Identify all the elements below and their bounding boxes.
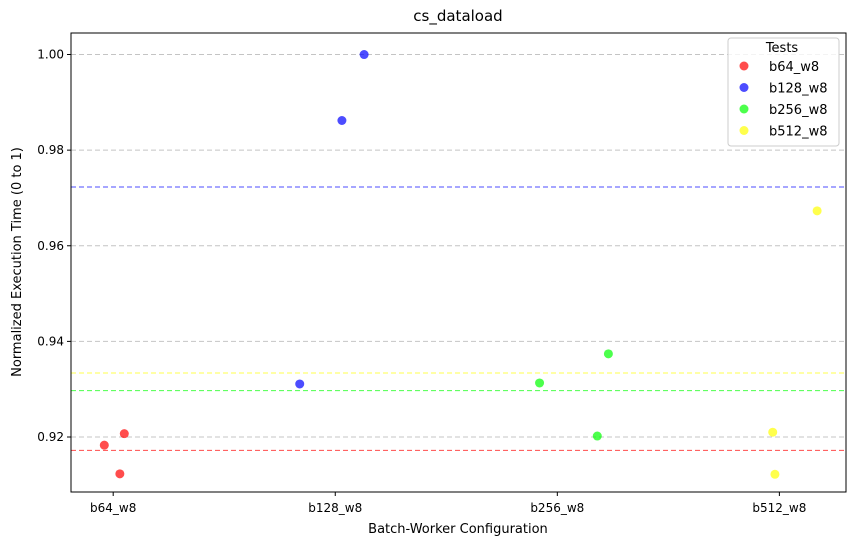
legend-marker-b128_w8 [739,83,749,92]
data-point-b256_w8 [535,378,545,388]
legend-label-b64_w8: b64_w8 [769,60,819,75]
data-point-b512_w8 [768,427,778,437]
legend-label-b256_w8: b256_w8 [769,103,827,118]
data-point-b64_w8 [119,429,129,439]
y-gridlines [71,54,846,438]
x-axis-label: Batch-Worker Configuration [368,522,548,537]
series-mean-lines [71,186,846,451]
data-point-b512_w8 [812,206,822,216]
legend-label-b512_w8: b512_w8 [769,125,827,140]
x-tick-label: b64_w8 [90,501,136,515]
y-tick-label: 0.94 [37,334,64,348]
legend-title: Tests [765,41,799,56]
data-point-b512_w8 [770,469,780,479]
x-axis-ticks: b64_w8 b128_w8 b256_w8 b512_w8 [90,492,806,515]
x-tick-label: b256_w8 [530,501,584,515]
legend-marker-b64_w8 [739,61,749,71]
y-axis-label: Normalized Execution Time (0 to 1) [10,147,25,377]
y-tick-label: 0.96 [37,239,64,253]
data-point-b256_w8 [592,431,602,441]
x-tick-label: b128_w8 [308,501,362,515]
legend: Tests b64_w8 b128_w8 b256_w8 b512_w8 [727,37,840,147]
x-tick-label: b512_w8 [752,501,806,515]
legend-marker-b512_w8 [739,126,749,135]
legend-label-b128_w8: b128_w8 [769,82,827,97]
plot-frame [70,32,847,493]
data-point-b128_w8 [337,115,347,125]
data-points [99,50,822,479]
legend-box [727,37,840,147]
data-point-b64_w8 [115,469,125,479]
y-tick-label: 0.92 [37,430,64,444]
chart-title: cs_dataload [413,7,502,26]
legend-marker-b256_w8 [739,104,749,114]
y-tick-label: 1.00 [37,48,64,62]
data-point-b64_w8 [99,440,109,450]
data-point-b128_w8 [359,50,369,60]
data-point-b128_w8 [295,379,305,389]
data-point-b256_w8 [603,349,613,359]
y-tick-label: 0.98 [37,143,64,157]
y-axis-ticks: 0.92 0.94 0.96 0.98 1.00 [37,48,71,444]
